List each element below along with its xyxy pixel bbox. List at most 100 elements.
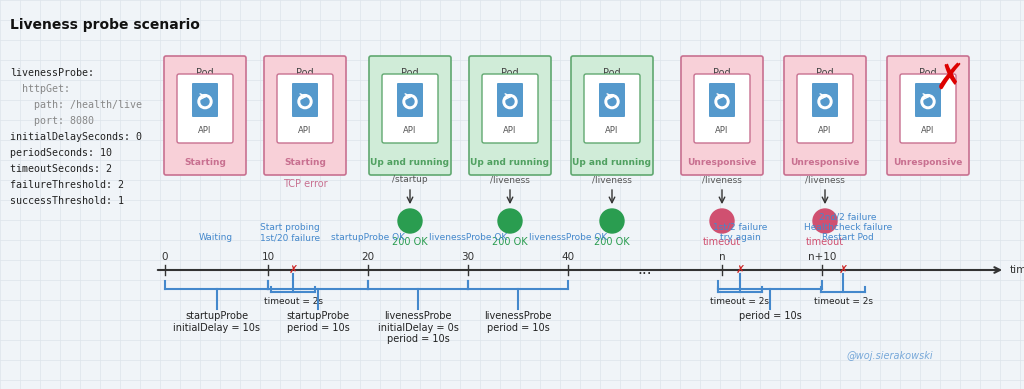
Text: 20: 20 <box>361 252 375 262</box>
Circle shape <box>503 95 517 109</box>
Text: API: API <box>818 126 831 135</box>
Text: period = 10s: period = 10s <box>738 311 802 321</box>
Text: livenessProbe
period = 10s: livenessProbe period = 10s <box>484 311 552 333</box>
Text: Pod: Pod <box>296 68 313 78</box>
Circle shape <box>301 98 309 105</box>
Text: 200 OK: 200 OK <box>493 237 527 247</box>
Text: Starting: Starting <box>184 158 226 167</box>
Text: 30: 30 <box>462 252 474 262</box>
Text: timeout = 2s: timeout = 2s <box>711 297 769 306</box>
Circle shape <box>506 98 514 105</box>
Text: Pod: Pod <box>713 68 731 78</box>
Circle shape <box>715 95 729 109</box>
Text: n: n <box>719 252 725 262</box>
Circle shape <box>718 98 726 105</box>
Text: Liveness probe scenario: Liveness probe scenario <box>10 18 200 32</box>
Text: API: API <box>403 126 417 135</box>
Text: 1st/2 failure
try again: 1st/2 failure try again <box>713 223 767 242</box>
Text: initialDelaySeconds: 0: initialDelaySeconds: 0 <box>10 132 142 142</box>
FancyBboxPatch shape <box>571 56 653 175</box>
Text: timeout: timeout <box>806 237 844 247</box>
Text: startupProbe
period = 10s: startupProbe period = 10s <box>287 311 349 333</box>
Text: Pod: Pod <box>401 68 419 78</box>
Text: Pod: Pod <box>816 68 834 78</box>
Circle shape <box>298 95 312 109</box>
Text: startupProbe OK: startupProbe OK <box>331 233 406 242</box>
Text: @woj.sierakowski: @woj.sierakowski <box>847 351 933 361</box>
Circle shape <box>403 95 417 109</box>
Text: API: API <box>298 126 311 135</box>
FancyBboxPatch shape <box>681 56 763 175</box>
FancyBboxPatch shape <box>812 83 838 117</box>
FancyBboxPatch shape <box>177 74 233 143</box>
FancyBboxPatch shape <box>369 56 451 175</box>
Circle shape <box>398 209 422 233</box>
Text: /liveness: /liveness <box>490 175 530 184</box>
Text: Starting: Starting <box>284 158 326 167</box>
Text: TCP error: TCP error <box>283 179 328 189</box>
Circle shape <box>201 98 209 105</box>
Text: n+10: n+10 <box>808 252 837 262</box>
Text: livenessProbe:: livenessProbe: <box>10 68 94 78</box>
FancyBboxPatch shape <box>797 74 853 143</box>
Text: API: API <box>716 126 729 135</box>
FancyBboxPatch shape <box>915 83 941 117</box>
Circle shape <box>406 98 414 105</box>
Text: 2nd/2 failure
Healthcheck failure
Restart Pod: 2nd/2 failure Healthcheck failure Restar… <box>804 212 892 242</box>
Circle shape <box>605 95 618 109</box>
Text: ...: ... <box>638 263 652 277</box>
FancyBboxPatch shape <box>278 74 333 143</box>
Circle shape <box>821 98 829 105</box>
Text: 0: 0 <box>162 252 168 262</box>
FancyBboxPatch shape <box>264 56 346 175</box>
Text: time: time <box>1010 265 1024 275</box>
Text: 40: 40 <box>561 252 574 262</box>
FancyBboxPatch shape <box>599 83 625 117</box>
Circle shape <box>498 209 522 233</box>
Text: /liveness: /liveness <box>592 175 632 184</box>
Text: Start probing
1st/20 failure: Start probing 1st/20 failure <box>260 223 321 242</box>
Text: Pod: Pod <box>197 68 214 78</box>
Text: 200 OK: 200 OK <box>392 237 428 247</box>
FancyBboxPatch shape <box>482 74 538 143</box>
Text: successThreshold: 1: successThreshold: 1 <box>10 196 124 206</box>
FancyBboxPatch shape <box>497 83 523 117</box>
Text: timeout = 2s: timeout = 2s <box>813 297 872 306</box>
Text: API: API <box>199 126 212 135</box>
Text: /startup: /startup <box>392 175 428 184</box>
Text: Pod: Pod <box>603 68 621 78</box>
Text: Unresponsive: Unresponsive <box>893 158 963 167</box>
Text: livenessProbe OK: livenessProbe OK <box>429 233 507 242</box>
FancyBboxPatch shape <box>292 83 318 117</box>
Text: startupProbe
initialDelay = 10s: startupProbe initialDelay = 10s <box>173 311 260 333</box>
FancyBboxPatch shape <box>382 74 438 143</box>
Text: API: API <box>504 126 517 135</box>
Text: /liveness: /liveness <box>805 175 845 184</box>
FancyBboxPatch shape <box>584 74 640 143</box>
Text: API: API <box>922 126 935 135</box>
Circle shape <box>813 209 837 233</box>
FancyBboxPatch shape <box>887 56 969 175</box>
Text: 10: 10 <box>261 252 274 262</box>
FancyBboxPatch shape <box>164 56 246 175</box>
Text: Pod: Pod <box>920 68 937 78</box>
Circle shape <box>608 98 616 105</box>
Text: /liveness: /liveness <box>702 175 742 184</box>
FancyBboxPatch shape <box>193 83 218 117</box>
Text: Up and running: Up and running <box>371 158 450 167</box>
Text: Pod: Pod <box>501 68 519 78</box>
Circle shape <box>198 95 212 109</box>
Text: Waiting: Waiting <box>199 233 233 242</box>
Circle shape <box>710 209 734 233</box>
FancyBboxPatch shape <box>784 56 866 175</box>
FancyBboxPatch shape <box>469 56 551 175</box>
FancyBboxPatch shape <box>709 83 735 117</box>
Text: Unresponsive: Unresponsive <box>687 158 757 167</box>
Text: ✗: ✗ <box>735 265 744 275</box>
FancyBboxPatch shape <box>397 83 423 117</box>
Text: timeoutSeconds: 2: timeoutSeconds: 2 <box>10 164 112 174</box>
Circle shape <box>921 95 935 109</box>
Circle shape <box>818 95 831 109</box>
Text: failureThreshold: 2: failureThreshold: 2 <box>10 180 124 190</box>
Text: timeout = 2s: timeout = 2s <box>263 297 323 306</box>
